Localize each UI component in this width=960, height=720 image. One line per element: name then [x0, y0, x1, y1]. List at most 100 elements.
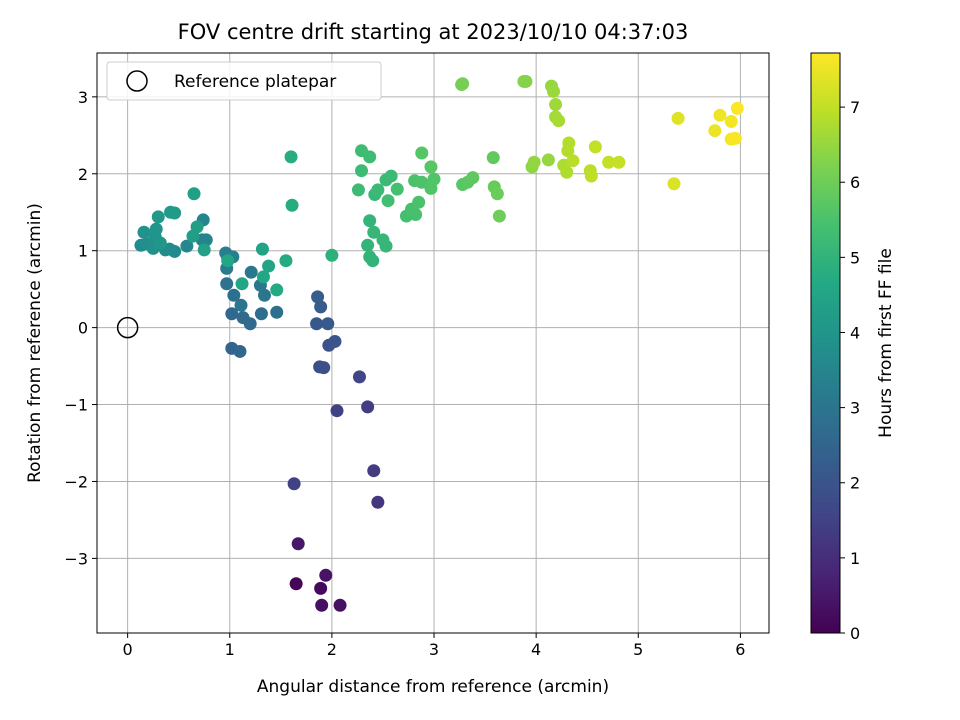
data-point [490, 187, 504, 201]
data-point [325, 248, 339, 262]
data-point [415, 146, 429, 160]
data-point [379, 239, 393, 253]
data-point [367, 225, 381, 239]
data-point [314, 581, 328, 595]
colorbar-label: Hours from first FF file [876, 248, 896, 438]
data-point [291, 537, 305, 551]
colorbar-tick-label: 3 [850, 399, 860, 418]
data-point [234, 298, 248, 312]
data-point [492, 209, 506, 223]
data-point [137, 225, 151, 239]
data-point [560, 165, 574, 179]
data-point [199, 233, 213, 247]
colorbar-ticks: 0 1 2 3 4 5 6 7 [840, 98, 860, 643]
y-tick-label: −1 [64, 396, 88, 415]
data-point [728, 131, 742, 145]
x-tick-label: 5 [633, 640, 643, 659]
colorbar-tick-label: 0 [850, 624, 860, 643]
data-point [730, 101, 744, 115]
data-point [321, 317, 335, 331]
data-point [287, 477, 301, 491]
data-point [549, 98, 563, 112]
data-point [612, 155, 626, 169]
data-point [227, 288, 241, 302]
data-point [221, 254, 235, 268]
legend-label-reference: Reference platepar [174, 72, 336, 92]
x-axis-label: Angular distance from reference (arcmin) [257, 677, 609, 697]
data-point [566, 154, 580, 168]
chart-title: FOV centre drift starting at 2023/10/10 … [178, 20, 689, 44]
data-point [562, 136, 576, 150]
data-point [588, 140, 602, 154]
colorbar-tick-label: 1 [850, 549, 860, 568]
colorbar-tick-label: 5 [850, 248, 860, 267]
y-tick-label: 0 [78, 319, 88, 338]
data-point [180, 239, 194, 253]
data-point [187, 187, 201, 201]
x-tick-label: 4 [531, 640, 541, 659]
legend-reference-marker [126, 70, 148, 92]
data-point [361, 400, 375, 414]
data-point [270, 283, 284, 297]
data-point [220, 277, 234, 291]
data-point [197, 243, 211, 257]
data-point [225, 307, 239, 321]
grid-lines [97, 53, 769, 633]
y-axis-label: Rotation from reference (arcmin) [25, 203, 45, 483]
data-point [317, 361, 331, 375]
y-tick-label: 3 [78, 88, 88, 107]
data-point [285, 198, 299, 212]
data-point [243, 317, 257, 331]
data-point [284, 150, 298, 164]
reference-platepar-marker [116, 316, 139, 339]
data-point [602, 155, 616, 169]
colorbar-tick-label: 6 [850, 173, 860, 192]
data-point [256, 270, 270, 284]
data-point [319, 568, 333, 582]
data-point [547, 84, 561, 98]
legend-box [106, 61, 382, 101]
x-tick-label: 0 [123, 640, 133, 659]
data-point [328, 334, 342, 348]
data-point [552, 114, 566, 128]
colorbar-tick-label: 2 [850, 474, 860, 493]
data-point [363, 250, 377, 264]
data-point [289, 577, 303, 591]
data-point [190, 220, 204, 234]
data-point [708, 124, 722, 138]
data-point [235, 277, 249, 291]
data-point [333, 598, 347, 612]
axis-ticks: 0 1 2 3 4 5 6 −3 −2 −1 0 1 2 3 [64, 88, 745, 659]
data-point [584, 169, 598, 183]
data-point [455, 78, 469, 92]
data-point [255, 242, 269, 256]
data-point [153, 236, 167, 250]
data-point [390, 182, 404, 196]
x-tick-label: 1 [225, 640, 235, 659]
data-point [168, 206, 182, 220]
data-point [244, 265, 258, 279]
data-point [262, 259, 276, 273]
data-points [116, 74, 744, 612]
data-point [671, 111, 685, 125]
data-point [415, 175, 429, 189]
x-tick-label: 6 [735, 640, 745, 659]
data-point [310, 317, 324, 331]
y-tick-label: −2 [64, 472, 88, 491]
colorbar-tick-label: 7 [850, 98, 860, 117]
data-point [466, 171, 480, 185]
data-point [409, 208, 423, 222]
data-point [149, 222, 163, 236]
data-point [667, 177, 681, 191]
data-point [351, 183, 365, 197]
colorbar-tick-label: 4 [850, 323, 860, 342]
data-point [519, 74, 533, 88]
data-point [367, 464, 381, 478]
data-point [527, 155, 541, 169]
data-point [412, 195, 426, 209]
data-point [355, 164, 369, 178]
data-point [270, 305, 284, 319]
y-tick-label: 2 [78, 165, 88, 184]
